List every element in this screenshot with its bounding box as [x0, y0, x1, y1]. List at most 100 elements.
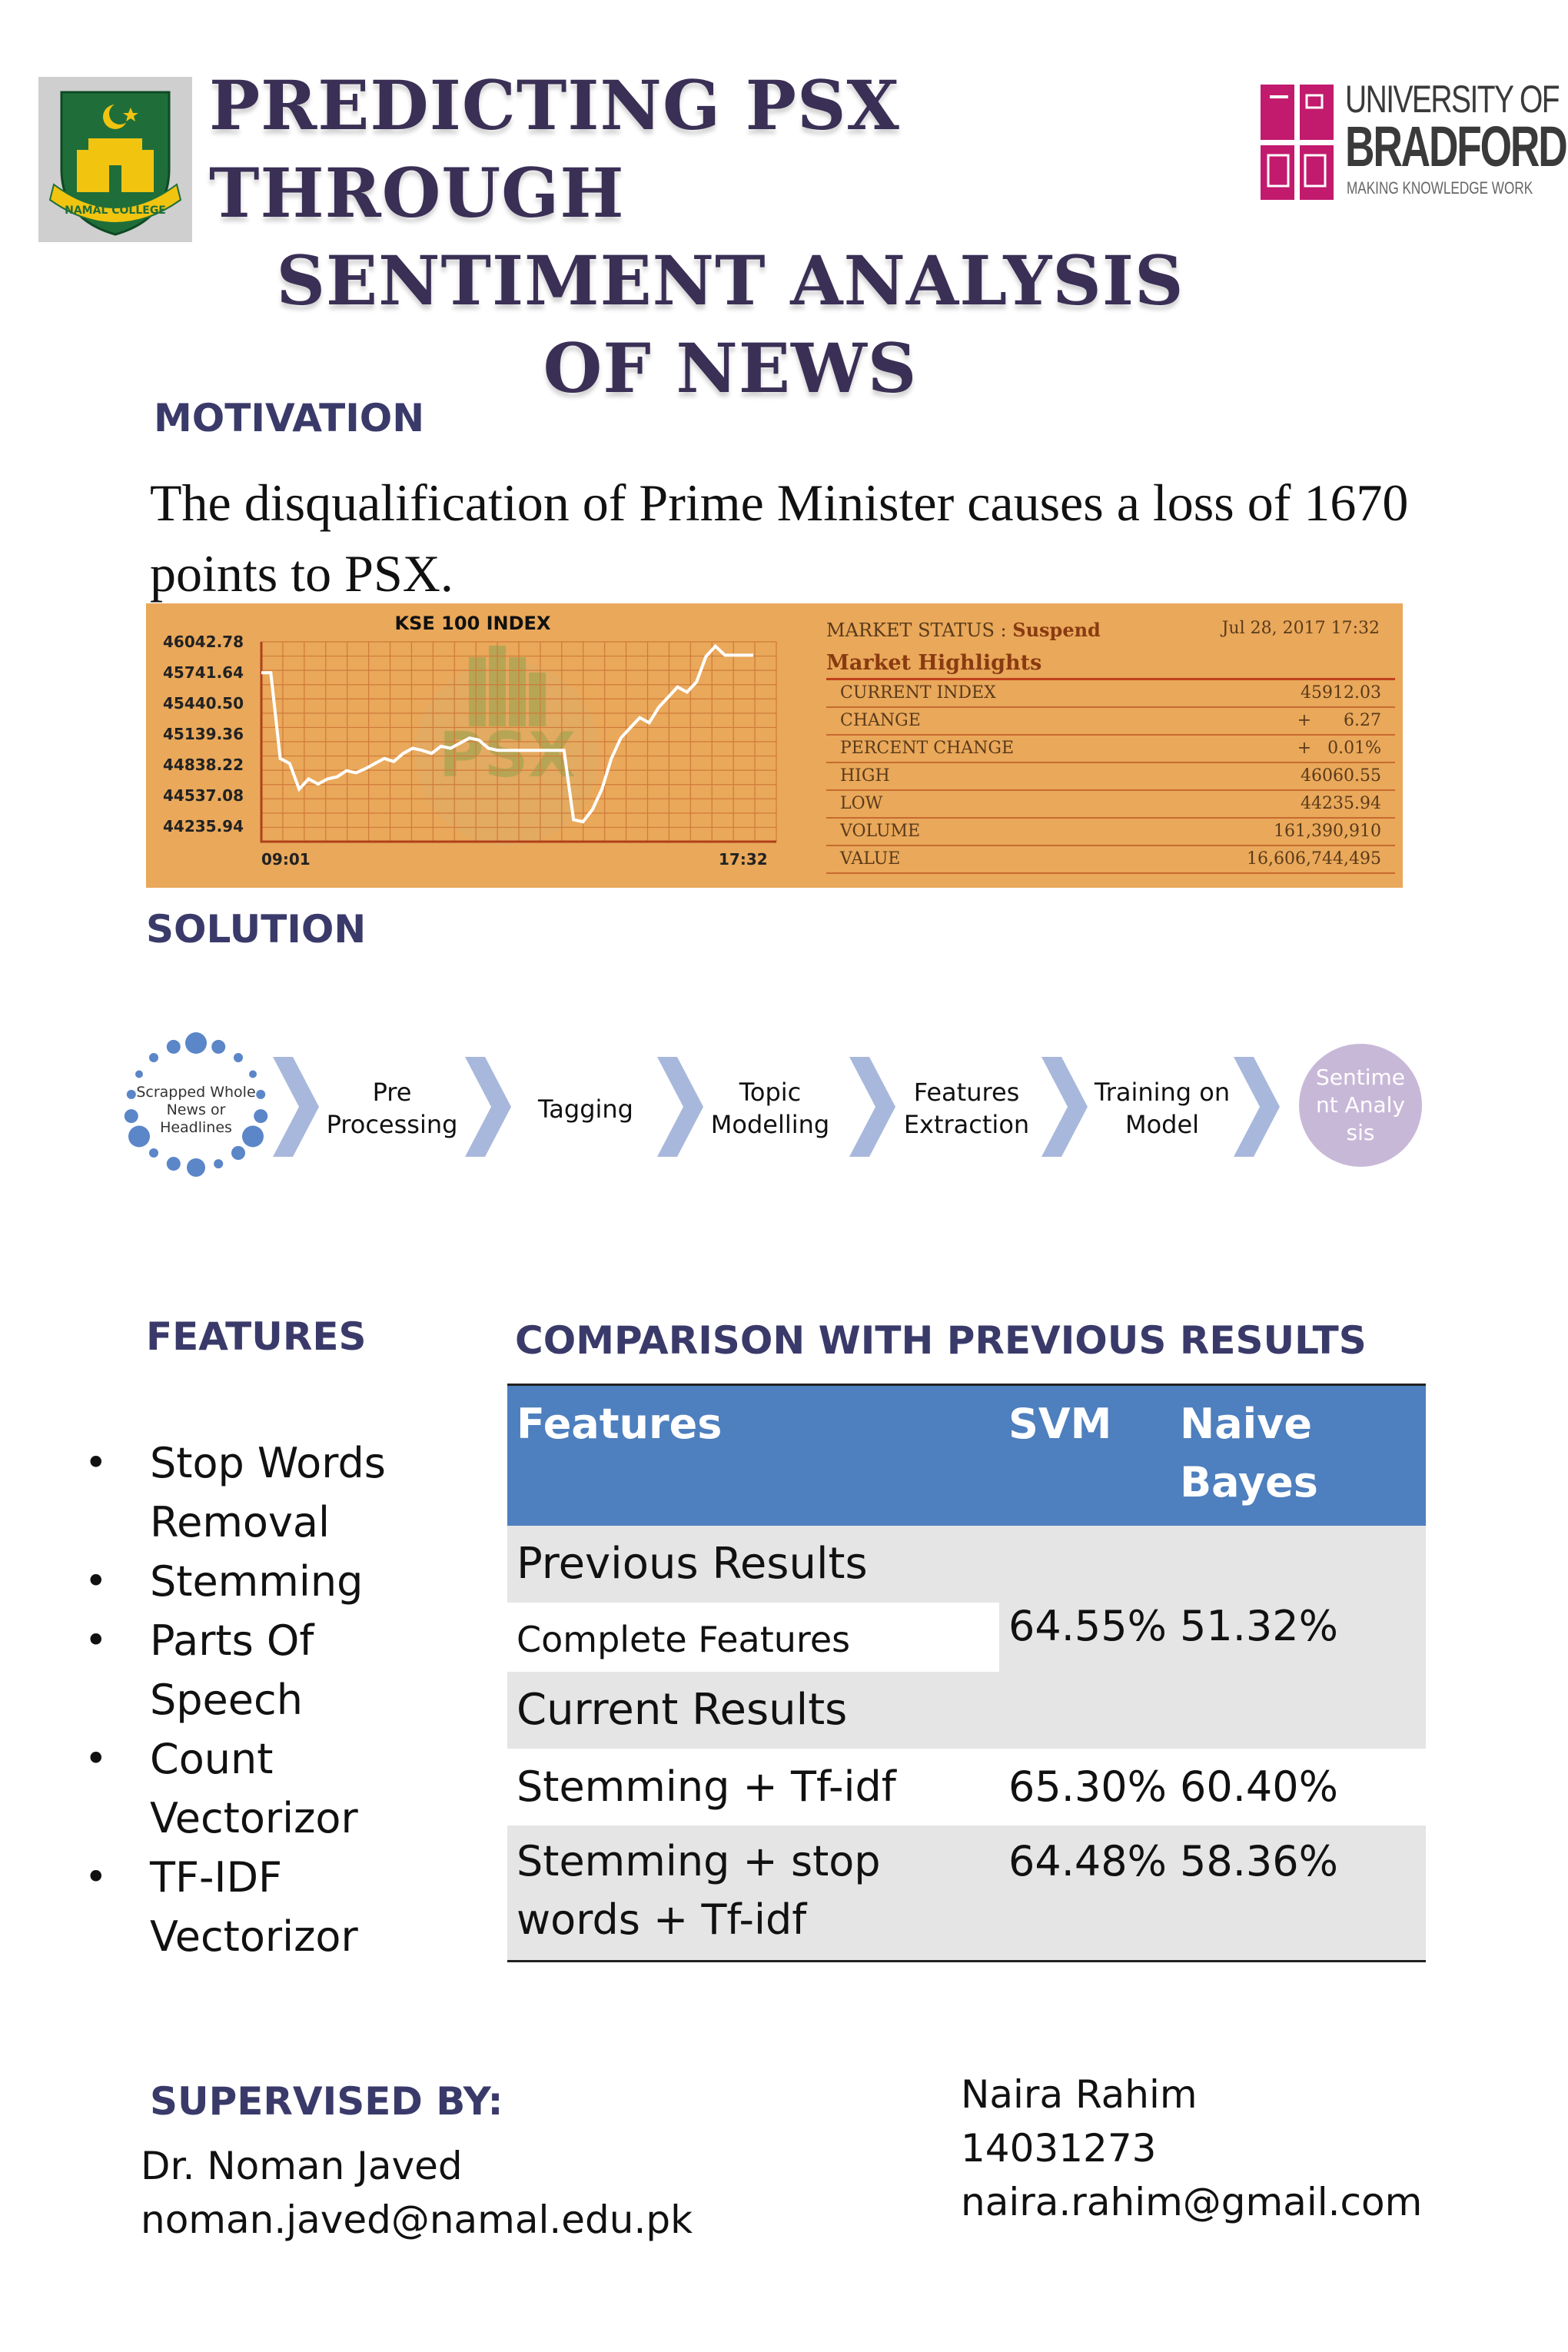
previous-results-label: Previous Results [517, 1539, 868, 1589]
bubble-dot [254, 1109, 268, 1124]
chevron-right-icon [465, 1057, 511, 1157]
supervisor-email[interactable]: noman.javed@namal.edu.pk [141, 2198, 693, 2242]
x-tick-label: 09:01 [261, 850, 311, 869]
bubble-dot [166, 1039, 181, 1054]
list-item: Stop Words Removal [77, 1433, 446, 1552]
bradford-line-2: BRADFORD [1345, 115, 1568, 178]
list-item: TF-IDF Vectorizor [77, 1848, 446, 1966]
bradford-crest-icon [1261, 85, 1334, 200]
highlight-value: 161,390,910 [1274, 822, 1381, 841]
chart-axis [260, 642, 776, 843]
y-tick-label: 46042.78 [163, 633, 244, 651]
namal-logo-text: NAMAL COLLEGE [65, 204, 166, 217]
column-header-svm: SVM [1008, 1400, 1112, 1448]
bubble-dot [214, 1159, 224, 1169]
prev-nb-value: 51.32% [1180, 1602, 1338, 1650]
highlight-label: CHANGE [840, 711, 921, 730]
column-header-features: Features [517, 1400, 723, 1448]
bubble-dot [149, 1053, 158, 1062]
market-highlights-title: Market Highlights [826, 651, 1395, 680]
bubble-dot [135, 1070, 143, 1078]
flow-step-features-extraction: Features Extraction [903, 1078, 1030, 1139]
namal-college-logo: NAMAL COLLEGE [38, 77, 192, 242]
row1-feature: Stemming + Tf-idf [517, 1762, 896, 1811]
bubble-dot [185, 1032, 207, 1054]
supervised-heading: SUPERVISED BY: [150, 2079, 503, 2124]
motivation-text: The disqualification of Prime Minister c… [150, 473, 1409, 603]
highlight-value: 16,606,744,495 [1247, 849, 1381, 869]
student-name: Naira Rahim [961, 2072, 1198, 2117]
bubble-dot [128, 1125, 150, 1148]
kse-100-chart: PSX KSE 100 INDEX 46042.78 45741.64 45440.… [163, 613, 777, 869]
bubble-dot [149, 1148, 158, 1158]
market-status-value: Suspend [1012, 619, 1101, 641]
y-tick-label: 45741.64 [163, 663, 244, 682]
highlight-row: CHANGE + 6.27 [826, 708, 1395, 736]
bradford-tagline: MAKING KNOWLEDGE WORK [1347, 178, 1533, 198]
bubble-dot [126, 1089, 136, 1099]
bubble-dot [256, 1089, 266, 1099]
solution-heading: SOLUTION [146, 907, 367, 952]
highlight-label: VALUE [840, 849, 901, 869]
chevron-right-icon [1234, 1057, 1280, 1157]
features-list: Stop Words Removal Stemming Parts Of Spe… [77, 1433, 446, 1966]
psx-watermark: PSX [415, 646, 600, 845]
flow-step-topic-modelling: Topic Modelling [710, 1078, 830, 1139]
motivation-heading: MOTIVATION [154, 396, 425, 440]
row1-nb: 60.40% [1180, 1762, 1338, 1811]
student-id: 14031273 [961, 2126, 1157, 2171]
bubble-dot [211, 1039, 226, 1054]
market-highlights: MARKET STATUS : Suspend Jul 28, 2017 17:… [826, 619, 1395, 874]
table-row-fill [999, 1603, 1426, 1672]
title-line-2: SENTIMENT ANALYSIS [276, 241, 1184, 321]
highlight-row: VOLUME 161,390,910 [826, 819, 1395, 846]
table-row [507, 1672, 1426, 1749]
flow-final-sentiment-analysis: Sentime nt Analysis [1299, 1044, 1422, 1167]
solution-flow: Scrapped Whole News or Headlines Pre Pro… [108, 1022, 1430, 1191]
highlight-label: CURRENT INDEX [840, 683, 996, 703]
y-tick-label: 44235.94 [163, 817, 244, 835]
market-status-label: MARKET STATUS : [826, 620, 1007, 641]
row2-feature: Stemming + stop words + Tf-idf [517, 1837, 881, 1944]
column-header-naive-bayes: Naive Bayes [1180, 1400, 1318, 1507]
table-row [507, 1526, 1426, 1603]
title-line-1: PREDICTING PSX THROUGH [209, 65, 900, 233]
table-header-row: Features SVM Naive Bayes [507, 1384, 1426, 1530]
highlight-row: PERCENT CHANGE + 0.01% [826, 736, 1395, 763]
list-item: Count Vectorizor [77, 1729, 446, 1848]
highlight-row: HIGH 46060.55 [826, 763, 1395, 791]
highlight-label: VOLUME [840, 822, 921, 841]
supervisor-name: Dr. Noman Javed [141, 2144, 463, 2188]
psx-watermark-text: PSX [439, 719, 576, 791]
flow-source-label: Scrapped Whole News or Headlines [136, 1084, 256, 1136]
highlight-label: PERCENT CHANGE [840, 739, 1015, 758]
bubble-dot [249, 1070, 257, 1078]
comparison-heading: COMPARISON WITH PREVIOUS RESULTS [515, 1318, 1367, 1363]
bubble-dot [242, 1125, 264, 1148]
highlight-label: HIGH [840, 766, 890, 786]
chevron-right-icon [657, 1057, 703, 1157]
bubble-dot [231, 1146, 245, 1160]
chart-title: KSE 100 INDEX [395, 613, 551, 634]
current-results-label: Current Results [517, 1685, 848, 1735]
row1-svm: 65.30% [1008, 1762, 1167, 1811]
features-heading: FEATURES [146, 1314, 367, 1359]
highlight-label: LOW [840, 794, 883, 813]
title-line-3: OF NEWS [543, 328, 918, 408]
list-item: Stemming [77, 1552, 446, 1611]
highlight-row: CURRENT INDEX 45912.03 [826, 680, 1395, 708]
student-email[interactable]: naira.rahim@gmail.com [961, 2180, 1423, 2224]
row2-nb: 58.36% [1180, 1837, 1338, 1885]
poster-title: PREDICTING PSX THROUGH SENTIMENT ANALYSI… [200, 61, 1261, 412]
highlight-value: + 6.27 [1297, 711, 1381, 730]
highlight-value: 45912.03 [1301, 683, 1381, 703]
psx-market-panel: PSX KSE 100 INDEX 46042.78 45741.64 45440.… [146, 603, 1403, 888]
market-status: MARKET STATUS : Suspend [826, 619, 1395, 651]
y-tick-label: 45440.50 [163, 694, 244, 713]
table-row [507, 1825, 1426, 1962]
market-date: Jul 28, 2017 17:32 [1221, 619, 1380, 638]
y-tick-label: 44537.08 [163, 786, 244, 805]
bubble-dot [124, 1109, 138, 1124]
highlight-value: 46060.55 [1301, 766, 1381, 786]
flow-step-tagging: Tagging [538, 1095, 633, 1124]
